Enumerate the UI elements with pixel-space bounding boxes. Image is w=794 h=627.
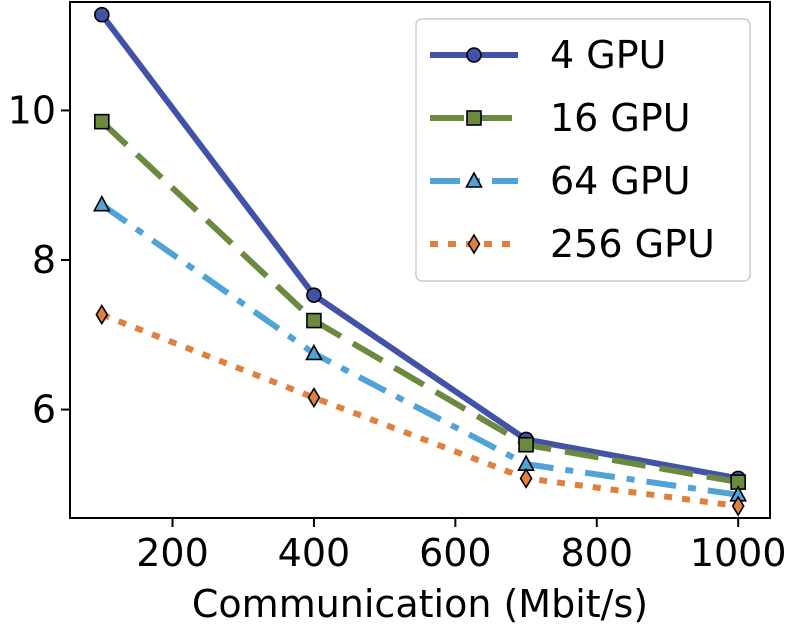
series-256-gpu [95,304,745,517]
legend-label: 4 GPU [550,33,666,77]
x-tick-label: 600 [419,531,492,575]
legend-item: 64 GPU [430,159,691,203]
legend-marker [465,171,483,188]
series-line [100,311,739,510]
legend-item: 16 GPU [430,96,691,140]
data-point-marker [94,6,110,23]
series-layer [92,6,748,517]
legend-marker [466,47,482,63]
data-point-marker [92,194,111,212]
legend-label: 256 GPU [550,222,715,266]
data-point-marker [307,387,321,409]
legend: 4 GPU 16 GPU 64 GPU 256 GPU [415,18,751,282]
x-tick-label: 200 [136,531,209,575]
y-tick-label: 8 [32,238,56,282]
x-axis-label: Communication (Mbit/s) [192,582,648,626]
legend-box [415,18,751,282]
series-line [99,12,739,482]
y-tick-label: 6 [32,388,56,432]
series-line [100,202,739,498]
data-point-marker [95,304,109,326]
y-tick-label: 10 [8,88,56,132]
legend-label: 16 GPU [550,96,691,140]
data-point-marker [518,436,534,453]
data-point-marker [306,287,322,303]
data-point-marker [306,312,322,329]
data-point-marker [731,495,745,517]
legend-marker [467,233,481,255]
data-point-marker [94,113,110,130]
legend-label: 64 GPU [550,159,691,203]
legend-item: 4 GPU [430,33,666,77]
x-tick-label: 1000 [690,531,787,575]
series-64-gpu [92,194,748,502]
axis-ticks: 200 400 600 800 1000 6 8 10 [8,88,787,575]
series-line [99,119,739,486]
series-16-gpu [94,113,746,490]
x-tick-label: 400 [278,531,351,575]
legend-item: 256 GPU [430,222,715,266]
data-point-marker [519,467,533,489]
legend-marker [466,110,482,126]
x-tick-label: 800 [561,531,634,575]
data-point-marker [305,343,323,361]
